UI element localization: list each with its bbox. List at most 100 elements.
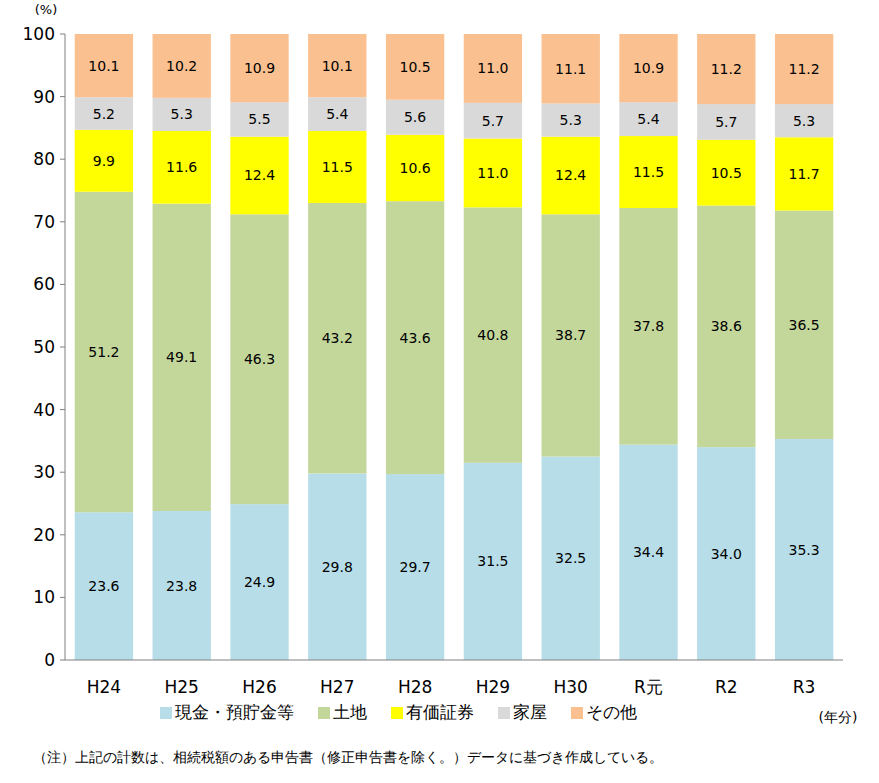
- y-tick: [60, 534, 65, 535]
- legend-swatch: [318, 707, 330, 719]
- data-label: 40.8: [477, 327, 508, 343]
- data-label: 10.1: [322, 58, 353, 74]
- data-label: 11.2: [789, 61, 820, 77]
- data-label: 23.6: [88, 578, 119, 594]
- data-label: 11.0: [477, 165, 508, 181]
- legend-label: 家屋: [513, 702, 547, 722]
- bar-segment: [386, 135, 444, 201]
- bar-segment: [697, 206, 755, 448]
- data-label: 51.2: [88, 344, 119, 360]
- bar-segment: [386, 201, 444, 474]
- data-label: 5.2: [93, 106, 115, 122]
- y-tick-label: 90: [33, 87, 55, 107]
- bar-segment: [153, 34, 211, 98]
- bar-segment: [75, 130, 133, 192]
- data-label: 5.3: [560, 112, 582, 128]
- x-tick-label: H29: [476, 677, 510, 697]
- bar-segment: [697, 447, 755, 660]
- bar-segment: [230, 34, 288, 102]
- legend-swatch: [391, 707, 403, 719]
- data-label: 10.9: [633, 60, 664, 76]
- data-label: 5.7: [715, 114, 737, 130]
- data-label: 11.0: [477, 60, 508, 76]
- data-label: 38.7: [555, 327, 586, 343]
- x-tick-label: H27: [320, 677, 354, 697]
- note: （注）上記の計数は、相続税額のある申告書（修正申告書を除く。）データに基づき作成…: [33, 749, 663, 765]
- data-label: 32.5: [555, 550, 586, 566]
- bar-segment: [619, 136, 677, 208]
- data-label: 5.7: [482, 113, 504, 129]
- x-tick-label: H26: [242, 677, 276, 697]
- data-label: 10.6: [400, 160, 431, 176]
- data-label: 10.5: [400, 59, 431, 75]
- x-tick-label: H28: [398, 677, 432, 697]
- bar-segment: [308, 473, 366, 660]
- legend-swatch: [498, 707, 510, 719]
- bar-segment: [386, 474, 444, 660]
- data-label: 36.5: [789, 317, 820, 333]
- x-tick-label: R2: [715, 677, 738, 697]
- data-label: 11.1: [555, 61, 586, 77]
- data-label: 38.6: [711, 318, 742, 334]
- bar-segment: [619, 208, 677, 445]
- bar-segment: [619, 445, 677, 660]
- bar-segment: [153, 98, 211, 131]
- bar-segment: [153, 511, 211, 660]
- data-label: 11.6: [166, 159, 197, 175]
- y-tick: [60, 221, 65, 222]
- data-label: 24.9: [244, 574, 275, 590]
- y-tick: [60, 96, 65, 97]
- data-label: 10.5: [711, 165, 742, 181]
- x-axis-label: (年分): [819, 709, 858, 725]
- bar-segment: [697, 140, 755, 206]
- data-label: 29.7: [400, 559, 431, 575]
- bar-segment: [619, 34, 677, 102]
- data-label: 12.4: [555, 167, 586, 183]
- data-label: 46.3: [244, 351, 275, 367]
- bar-segment: [542, 457, 600, 660]
- data-label: 11.5: [633, 164, 664, 180]
- bar-segment: [775, 211, 833, 439]
- bar-segment: [775, 34, 833, 104]
- bar-segment: [230, 137, 288, 215]
- bar-segment: [775, 104, 833, 137]
- data-label: 5.5: [248, 111, 270, 127]
- y-tick-label: 20: [33, 525, 55, 545]
- bar-segment: [464, 463, 522, 660]
- data-label: 11.2: [711, 61, 742, 77]
- bar-segment: [542, 137, 600, 215]
- y-tick-label: 40: [33, 400, 55, 420]
- y-tick-label: 0: [44, 650, 55, 670]
- bar-segment: [542, 34, 600, 103]
- bar-segment: [75, 34, 133, 97]
- legend-swatch: [160, 707, 172, 719]
- bar-segment: [230, 214, 288, 504]
- bar-segment: [386, 34, 444, 100]
- bar-segment: [542, 214, 600, 456]
- bar-segment: [308, 131, 366, 203]
- bar-segment: [308, 203, 366, 473]
- data-label: 34.4: [633, 544, 664, 560]
- bars: [75, 34, 834, 660]
- data-label: 5.4: [326, 106, 348, 122]
- data-label: 11.5: [322, 159, 353, 175]
- y-tick-label: 50: [33, 337, 55, 357]
- bar-segment: [697, 34, 755, 104]
- x-axis: [65, 660, 843, 661]
- bar-segment: [230, 102, 288, 136]
- data-label: 5.4: [637, 111, 659, 127]
- bar-segment: [775, 439, 833, 660]
- x-tick-label: H30: [553, 677, 587, 697]
- bar-segment: [308, 97, 366, 131]
- legend-label: 土地: [333, 702, 367, 722]
- data-label: 12.4: [244, 167, 275, 183]
- bar-segment: [230, 504, 288, 660]
- x-tick-label: H25: [164, 677, 198, 697]
- x-tick-label: R元: [634, 677, 663, 697]
- bar-segment: [464, 139, 522, 208]
- data-label: 34.0: [711, 546, 742, 562]
- data-label: 29.8: [322, 559, 353, 575]
- y-tick-label: 10: [33, 587, 55, 607]
- y-tick: [60, 472, 65, 473]
- y-axis-label: (%): [35, 2, 58, 17]
